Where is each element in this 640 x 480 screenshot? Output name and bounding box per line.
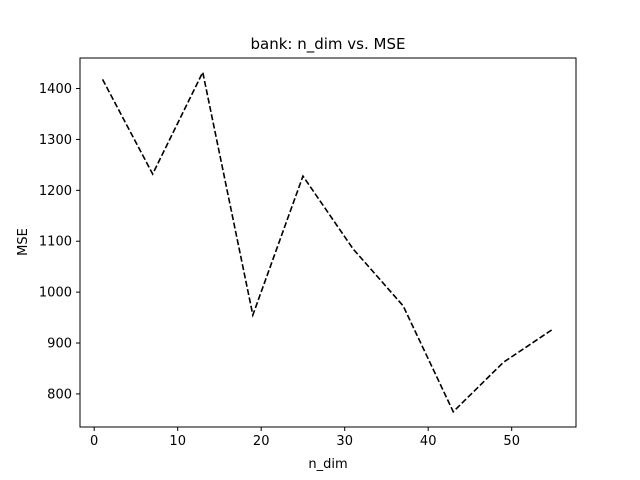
x-tick-label: 50 (503, 434, 520, 449)
x-tick-label: 20 (253, 434, 270, 449)
y-tick-label: 900 (47, 337, 72, 352)
x-tick-label: 0 (90, 434, 98, 449)
x-tick-label: 10 (169, 434, 186, 449)
y-tick-label: 1200 (39, 184, 72, 199)
y-axis-label: MSE (16, 228, 31, 256)
y-tick-label: 1400 (39, 82, 72, 97)
series-line (101, 69, 554, 414)
y-tick-label: 1300 (39, 133, 72, 148)
y-tick-label: 800 (47, 387, 72, 402)
y-axis: 800 900 1000 1100 1200 1300 1400 (39, 82, 80, 402)
x-axis-label: n_dim (308, 457, 347, 472)
series-layer (101, 69, 554, 414)
x-tick-label: 40 (420, 434, 437, 449)
chart-title: bank: n_dim vs. MSE (251, 35, 406, 54)
y-tick-label: 1100 (39, 235, 72, 250)
plot-frame (79, 57, 577, 428)
plot-area (79, 57, 577, 428)
x-tick-label: 30 (336, 434, 353, 449)
y-tick-label: 1000 (39, 286, 72, 301)
x-axis: 0 10 20 30 40 50 (90, 427, 520, 449)
